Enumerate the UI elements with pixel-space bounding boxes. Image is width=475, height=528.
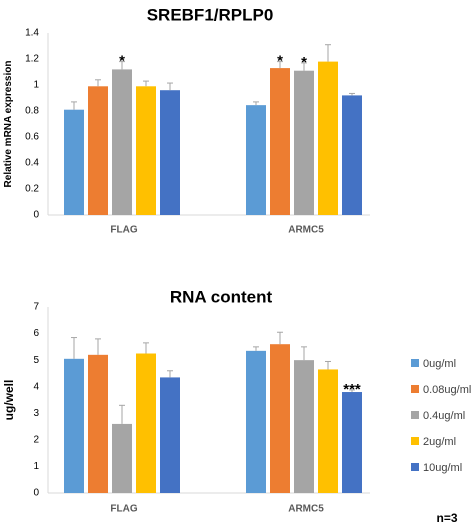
bar [318, 369, 338, 493]
y-tick-label: 0.6 [25, 132, 39, 143]
y-tick-label: 0.2 [25, 184, 39, 195]
x-category-label: FLAG [110, 504, 137, 515]
legend-swatch [411, 359, 419, 367]
legend-label: 0ug/ml [423, 358, 456, 370]
bar [112, 69, 132, 216]
bar [246, 350, 266, 493]
bar [112, 423, 132, 493]
bar [294, 360, 314, 493]
y-tick-label: 2 [33, 434, 39, 445]
bar [88, 86, 108, 215]
bar [64, 109, 84, 215]
legend-label: 10ug/ml [423, 462, 462, 474]
legend-swatch [411, 385, 419, 393]
bar [246, 105, 266, 215]
bar [136, 353, 156, 493]
bar [318, 61, 338, 215]
bar [294, 70, 314, 215]
significance-marker: * [119, 53, 125, 70]
y-tick-label: 7 [33, 302, 39, 313]
significance-marker: * [277, 53, 283, 70]
x-category-label: ARMC5 [288, 225, 324, 236]
bar [88, 354, 108, 493]
y-tick-label: 0 [33, 210, 39, 221]
y-tick-label: 1 [33, 461, 39, 472]
bar [342, 95, 362, 215]
bar [160, 377, 180, 493]
x-category-label: ARMC5 [288, 504, 324, 515]
legend-swatch [411, 463, 419, 471]
srebf1-chart: SREBF1/RPLP0 Relative mRNA expression 0 0.2… [3, 5, 370, 236]
y-axis-label: ug/well [2, 380, 16, 421]
bar [270, 68, 290, 215]
legend-swatch [411, 411, 419, 419]
y-tick-label: 5 [33, 355, 39, 366]
chart-title: RNA content [170, 287, 273, 306]
legend-label: 0.4ug/ml [423, 410, 465, 422]
y-tick-label: 4 [33, 381, 39, 392]
legend-label: 0.08ug/ml [423, 384, 471, 396]
y-tick-label: 6 [33, 328, 39, 339]
sample-size-note: n=3 [436, 511, 457, 525]
legend-label: 2ug/ml [423, 436, 456, 448]
legend-swatch [411, 437, 419, 445]
y-tick-label: 0.8 [25, 106, 39, 117]
y-tick-label: 0.4 [25, 158, 39, 169]
chart-title: SREBF1/RPLP0 [147, 5, 274, 24]
bar [136, 86, 156, 215]
y-tick-label: 0 [33, 488, 39, 499]
bar [342, 392, 362, 493]
bar [160, 90, 180, 215]
y-axis-label: Relative mRNA expression [3, 61, 14, 188]
chart-legend: 0ug/ml 0.08ug/ml 0.4ug/ml 2ug/ml 10ug/ml [411, 358, 471, 474]
x-category-label: FLAG [110, 225, 137, 236]
rna-content-chart: RNA content ug/well 0 1 2 3 4 5 6 7 FLAG ARMC5 *** [2, 287, 370, 515]
bar [64, 358, 84, 493]
y-tick-label: 1.2 [25, 54, 39, 65]
significance-marker: * [301, 54, 307, 71]
significance-marker: *** [343, 381, 361, 398]
bar [270, 344, 290, 493]
y-tick-label: 1.4 [25, 28, 39, 39]
y-tick-label: 3 [33, 408, 39, 419]
y-tick-label: 1 [33, 80, 39, 91]
